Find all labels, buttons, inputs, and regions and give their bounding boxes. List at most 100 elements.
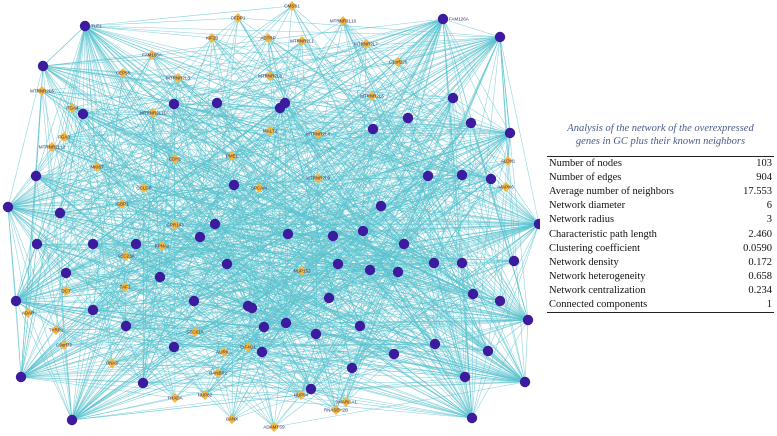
network-edge <box>20 351 263 378</box>
network-edge <box>362 160 509 232</box>
hub-node <box>30 170 42 182</box>
gene-node: IGBP1 <box>115 199 129 209</box>
network-edge <box>284 102 429 177</box>
network-edge <box>65 54 153 274</box>
network-edge <box>36 243 65 346</box>
stats-value: 904 <box>756 172 772 184</box>
network-edge <box>71 346 175 421</box>
network-edge <box>42 65 176 399</box>
gene-label: ITGA4 <box>65 106 79 111</box>
gene-diamond <box>23 308 33 318</box>
network-edge <box>261 270 303 353</box>
network-edge <box>369 223 540 271</box>
network-edge <box>214 223 347 403</box>
network-edge <box>371 95 435 264</box>
network-edge <box>261 43 367 353</box>
network-edge <box>51 146 371 271</box>
network-edge <box>173 103 347 403</box>
network-edge <box>36 243 67 274</box>
gene-diamond <box>297 36 307 46</box>
gene-node: MTRNR2L7 <box>354 39 378 49</box>
gene-label: RNASEH2B <box>324 408 348 413</box>
hub-node <box>60 267 72 279</box>
gene-diamond <box>243 342 253 352</box>
network-edge <box>193 300 249 307</box>
network-edge <box>174 158 463 264</box>
gene-node: AURKA <box>216 347 232 357</box>
network-edge <box>403 243 473 419</box>
hub-node <box>357 225 369 237</box>
gene-node: DCT <box>61 286 71 296</box>
gene-node: MTRNR2L5 <box>360 91 384 101</box>
gene-node: FAM106A <box>142 50 162 60</box>
network-edge <box>142 382 347 403</box>
gene-label: CCLDP <box>136 186 151 191</box>
stats-label: Network centralization <box>549 284 646 296</box>
stats-label: Number of nodes <box>547 156 728 172</box>
hub-node <box>466 412 478 424</box>
network-edge <box>217 235 334 374</box>
gene-node: CANX <box>226 414 238 424</box>
network-edge <box>71 394 302 421</box>
network-edge <box>380 97 454 207</box>
network-edge <box>407 117 526 383</box>
network-edge <box>359 325 526 383</box>
gene-diamond <box>501 182 511 192</box>
hub-node <box>494 295 506 307</box>
network-edge <box>300 263 339 396</box>
network-edge <box>96 166 317 335</box>
stats-caption: Analysis of the network of the overexpre… <box>547 122 774 148</box>
network-edge <box>84 25 409 119</box>
network-edge <box>71 107 127 327</box>
network-edge <box>142 367 353 384</box>
network-edge <box>84 25 213 39</box>
stats-row: Network density 0.172 <box>547 256 774 270</box>
gene-node: MTRNR2L8 <box>258 71 282 81</box>
gene-label: GPR143 <box>166 223 184 228</box>
network-edge <box>279 107 492 180</box>
network-edge <box>143 187 364 232</box>
network-edge <box>65 174 463 292</box>
network-edge <box>335 128 374 411</box>
hub-node <box>533 218 540 230</box>
network-edge <box>310 223 540 390</box>
gene-diamond <box>338 16 348 26</box>
network-edge <box>143 187 526 383</box>
network-edge <box>335 271 399 411</box>
hub-node <box>66 414 78 426</box>
network-edge <box>301 270 466 378</box>
gene-diamond <box>139 183 149 193</box>
network-edge <box>174 102 218 160</box>
hub-node <box>10 295 22 307</box>
network-edge <box>42 18 444 67</box>
network-edge <box>51 146 353 369</box>
hub-node <box>130 238 142 250</box>
gene-diamond <box>213 368 223 378</box>
network-edge <box>177 77 526 383</box>
network-edge <box>273 381 526 428</box>
network-edge <box>317 133 501 302</box>
stats-value: 0.172 <box>748 256 772 268</box>
network-edge <box>59 203 123 214</box>
network-edge <box>20 300 195 378</box>
gene-node: CMSS1 <box>284 1 300 11</box>
network-edge <box>261 178 492 353</box>
gene-diamond <box>263 33 273 43</box>
network-edge <box>291 5 374 130</box>
gene-node: CCLDP <box>136 183 152 193</box>
stats-value: 3 <box>766 214 772 226</box>
network-edge <box>111 362 526 383</box>
stats-caption-line-2: genes in GC plus their known neighbors <box>575 136 746 147</box>
network-edge <box>173 103 281 109</box>
gene-diamond <box>341 397 351 407</box>
gene-label: ADTRP <box>260 36 275 41</box>
network-edge <box>442 18 501 38</box>
hub-node <box>280 317 292 329</box>
network-edge <box>371 95 511 134</box>
network-edge <box>194 305 249 333</box>
network-edge <box>42 65 472 124</box>
network-edge <box>92 72 124 311</box>
network-edge <box>142 112 154 384</box>
network-edge <box>251 307 275 428</box>
hub-node <box>188 295 200 307</box>
